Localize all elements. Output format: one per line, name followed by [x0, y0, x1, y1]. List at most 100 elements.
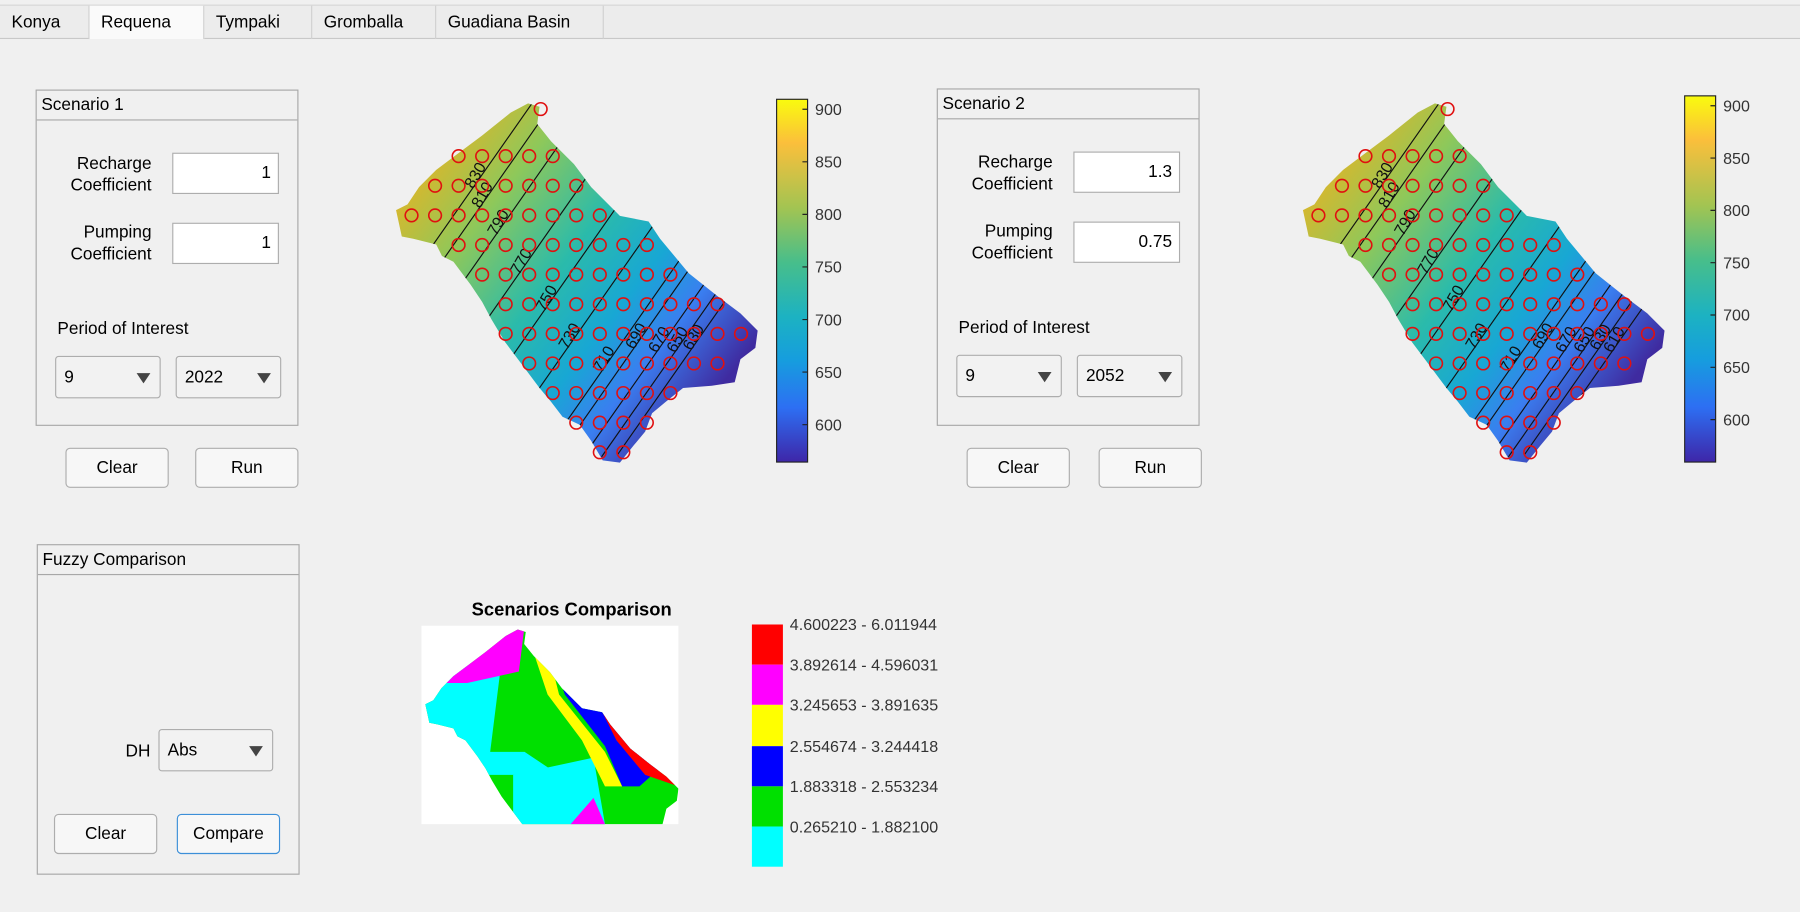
observation-well — [1499, 445, 1514, 460]
observation-well — [475, 237, 490, 253]
observation-well — [710, 356, 725, 371]
observation-well — [522, 237, 537, 253]
observation-well — [733, 326, 749, 341]
observation-well — [639, 385, 654, 401]
observation-well — [545, 267, 560, 282]
observation-well — [1523, 356, 1538, 371]
panel-title: Scenario 1 — [41, 95, 124, 115]
month-dropdown[interactable]: 9 — [55, 355, 161, 399]
colorbar-fill — [1684, 95, 1717, 463]
colorbar-tick-label: 700 — [1723, 307, 1750, 325]
observation-well — [1570, 326, 1585, 341]
zone — [513, 757, 605, 825]
observation-well — [545, 385, 560, 401]
panel-title: Scenario 2 — [942, 94, 1025, 114]
observation-well — [663, 326, 678, 341]
text-input[interactable]: 0.75 — [1073, 221, 1181, 263]
legend-swatch — [751, 786, 783, 827]
observation-well — [498, 149, 513, 164]
legend-swatch — [751, 826, 783, 867]
colorbar-tick-label: 700 — [815, 311, 842, 329]
colorbar-tick-label: 900 — [815, 101, 842, 119]
month-dropdown[interactable]: 9 — [956, 354, 1062, 398]
observation-well — [1617, 297, 1632, 312]
observation-well — [522, 267, 537, 282]
observation-well — [1452, 208, 1467, 223]
text-input[interactable]: 1 — [172, 222, 279, 265]
observation-well — [1476, 297, 1491, 312]
observation-well — [1428, 149, 1444, 164]
observation-well — [1546, 326, 1561, 341]
observation-well — [1452, 267, 1467, 282]
observation-well — [1334, 178, 1350, 193]
observation-well — [1570, 297, 1585, 312]
dh-dropdown[interactable]: Abs — [158, 728, 274, 772]
figure-title: Scenarios Comparison — [471, 600, 672, 620]
observation-well — [1617, 326, 1632, 341]
year-dropdown[interactable]: 2022 — [175, 355, 282, 399]
year-dropdown[interactable]: 2052 — [1076, 354, 1183, 398]
observation-well — [1452, 326, 1467, 341]
observation-well — [1499, 385, 1514, 401]
observation-well — [1381, 149, 1397, 164]
observation-well — [475, 149, 490, 164]
observation-well — [498, 267, 513, 282]
compare-button[interactable]: Compare — [176, 813, 281, 855]
map-shape — [1302, 103, 1665, 463]
observation-well — [686, 356, 702, 371]
observation-well — [1358, 208, 1373, 223]
tab[interactable]: Requena — [89, 5, 205, 40]
observation-well — [569, 208, 584, 223]
observation-well — [1546, 297, 1561, 312]
observation-well — [616, 356, 631, 371]
observation-well — [545, 208, 560, 223]
observation-well — [1405, 208, 1420, 223]
observation-well — [1452, 178, 1467, 193]
observation-well — [1381, 267, 1397, 282]
observation-well — [686, 326, 702, 341]
observation-well — [663, 297, 678, 312]
run-button[interactable]: Run — [195, 447, 299, 488]
observation-well — [639, 267, 654, 282]
tab[interactable]: Gromballa — [312, 5, 437, 40]
field-label: Period of Interest — [958, 317, 1090, 338]
observation-well — [1476, 208, 1491, 223]
observation-well — [1452, 385, 1467, 401]
observation-well — [1405, 297, 1420, 312]
observation-well — [451, 149, 466, 164]
tab[interactable]: Guadiana Basin — [436, 5, 604, 40]
observation-well — [475, 208, 490, 223]
tab[interactable]: Tympaki — [204, 5, 313, 40]
observation-well — [592, 208, 607, 223]
colorbar-tick-label: 850 — [815, 154, 842, 172]
observation-well — [1381, 237, 1397, 253]
legend-label: 3.245653 - 3.891635 — [789, 696, 939, 715]
clear-button[interactable]: Clear — [53, 813, 158, 855]
field-label: Pumping Coefficient — [70, 222, 152, 265]
observation-well — [1593, 356, 1608, 371]
observation-well — [1499, 326, 1514, 341]
clear-button[interactable]: Clear — [966, 447, 1070, 488]
legend-swatch — [751, 745, 783, 787]
clear-button[interactable]: Clear — [65, 447, 169, 488]
text-input[interactable]: 1.3 — [1073, 151, 1181, 193]
observation-well — [475, 178, 490, 193]
observation-well — [522, 178, 537, 193]
run-button[interactable]: Run — [1098, 447, 1202, 488]
observation-well — [592, 385, 607, 401]
text-input[interactable]: 1 — [172, 152, 279, 195]
observation-well — [663, 356, 678, 371]
observation-well — [1428, 267, 1444, 282]
observation-well — [1358, 237, 1373, 253]
observation-well — [1499, 237, 1514, 253]
tab[interactable]: Konya — [0, 5, 90, 40]
legend-label: 2.554674 - 3.244418 — [789, 736, 939, 755]
observation-well — [1570, 267, 1585, 282]
observation-well — [592, 297, 607, 312]
observation-well — [545, 326, 560, 341]
observation-well — [639, 237, 654, 253]
observation-well — [522, 297, 537, 312]
observation-well — [1523, 267, 1538, 282]
observation-well — [522, 208, 537, 223]
